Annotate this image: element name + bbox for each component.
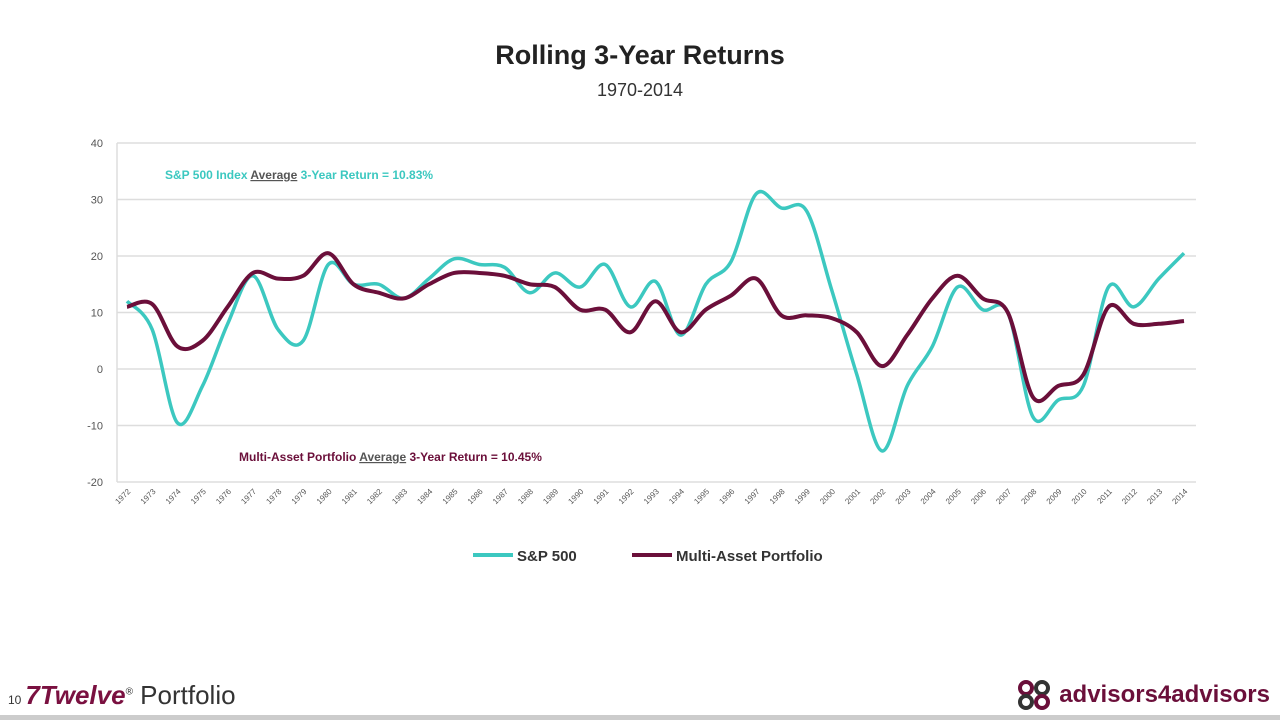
x-tick-label: 1995 (692, 487, 711, 506)
x-tick-label: 1975 (189, 487, 208, 506)
x-tick-label: 2007 (994, 487, 1013, 506)
y-tick-label: -20 (87, 477, 103, 489)
x-tick-label: 1978 (264, 487, 283, 506)
x-tick-label: 2013 (1145, 487, 1164, 506)
x-tick-label: 2006 (969, 487, 988, 506)
y-tick-label: 20 (91, 251, 103, 263)
x-tick-label: 2001 (843, 487, 862, 506)
x-tick-label: 2012 (1120, 487, 1139, 506)
x-tick-label: 2009 (1045, 487, 1064, 506)
x-tick-label: 1988 (516, 487, 535, 506)
x-tick-label: 2002 (868, 487, 887, 506)
registered-mark: ® (125, 686, 133, 698)
x-tick-label: 1993 (642, 487, 661, 506)
x-tick-label: 1972 (113, 487, 132, 506)
x-tick-label: 1974 (164, 487, 183, 506)
y-tick-label: -10 (87, 421, 103, 433)
x-tick-label: 2010 (1070, 487, 1089, 506)
chart-title: Rolling 3-Year Returns (495, 40, 785, 70)
x-tick-label: 1977 (239, 487, 258, 506)
x-tick-label: 1991 (592, 487, 611, 506)
brand-suffix: Portfolio (132, 680, 236, 710)
footer-brand: 10 7Twelve® Portfolio (8, 680, 236, 711)
x-tick-label: 1984 (415, 487, 434, 506)
y-tick-label: 10 (91, 308, 103, 320)
bottom-border (0, 715, 1280, 720)
y-tick-label: 0 (97, 364, 103, 376)
x-tick-label: 1981 (340, 487, 359, 506)
x-tick-label: 1994 (667, 487, 686, 506)
page-number: 10 (8, 693, 22, 707)
x-tick-label: 1987 (491, 487, 510, 506)
logo-icon (1018, 680, 1051, 710)
x-tick-label: 1997 (743, 487, 762, 506)
legend-label-sp500: S&P 500 (517, 548, 577, 565)
x-tick-label: 1996 (717, 487, 736, 506)
x-tick-label: 1986 (466, 487, 485, 506)
chart-subtitle: 1970-2014 (596, 80, 684, 100)
legend-label-multi-asset: Multi-Asset Portfolio (676, 548, 823, 565)
x-tick-label: 1992 (617, 487, 636, 506)
x-tick-label: 1979 (290, 487, 309, 506)
y-tick-label: 30 (91, 195, 103, 207)
x-tick-label: 2011 (1095, 487, 1114, 506)
x-tick-label: 2000 (818, 487, 837, 506)
series-line-sp500 (125, 190, 1186, 453)
x-tick-label: 1983 (390, 487, 409, 506)
x-tick-label: 2004 (919, 487, 938, 506)
x-tick-label: 1999 (793, 487, 812, 506)
advisors4advisors-logo: advisors4advisors (1017, 680, 1270, 710)
average-annotation: Multi-Asset Portfolio Average 3-Year Ret… (239, 450, 542, 464)
logo-text: advisors4advisors (1059, 681, 1270, 708)
x-tick-label: 1976 (214, 487, 233, 506)
x-tick-label: 2008 (1019, 487, 1038, 506)
x-tick-label: 1998 (768, 487, 787, 506)
y-tick-label: 40 (91, 138, 103, 150)
x-tick-label: 1985 (441, 487, 460, 506)
x-tick-label: 2005 (944, 487, 963, 506)
brand-name: 7Twelve (25, 680, 126, 710)
x-tick-label: 1980 (315, 487, 334, 506)
series-line-multi-asset (126, 251, 1185, 404)
x-tick-label: 1982 (365, 487, 384, 506)
x-tick-label: 1990 (566, 487, 585, 506)
x-tick-label: 2014 (1170, 487, 1189, 506)
x-tick-label: 2003 (894, 487, 913, 506)
x-tick-label: 1989 (541, 487, 560, 506)
average-annotation: S&P 500 Index Average 3-Year Return = 10… (165, 168, 433, 182)
x-tick-label: 1973 (139, 487, 158, 506)
